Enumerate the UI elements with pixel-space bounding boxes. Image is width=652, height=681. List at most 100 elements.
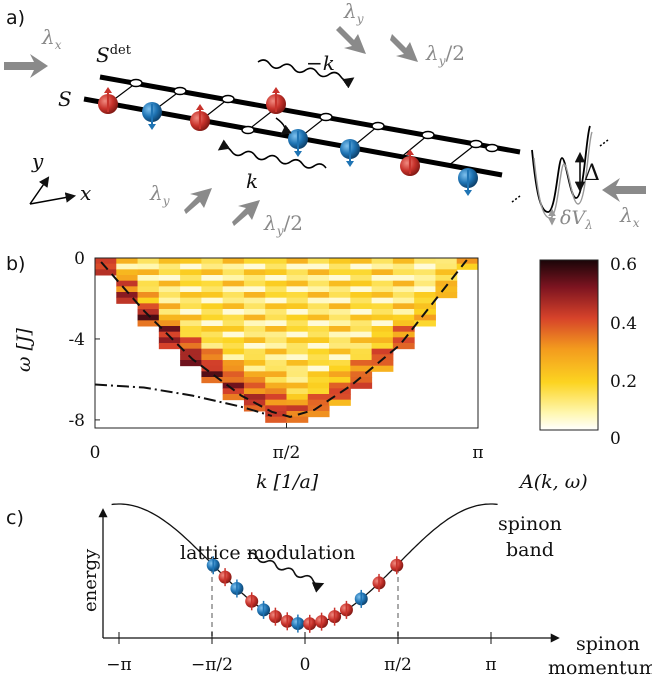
heatmap-cell [222, 314, 245, 321]
heatmap-cell [201, 320, 224, 327]
heatmap-cell [265, 394, 287, 401]
heatmap-cell [158, 331, 181, 338]
heatmap-cell [329, 394, 351, 401]
heatmap-cell [371, 343, 394, 350]
heatmap-cell [350, 286, 373, 293]
hop-arrow [275, 117, 292, 136]
heatmap-cell [158, 263, 181, 270]
y-tick-label: -4 [68, 330, 85, 350]
x-tick-label: π [472, 443, 483, 463]
heatmap-cell [286, 320, 309, 327]
heatmap-cell [265, 371, 287, 378]
heatmap-cell [180, 343, 202, 350]
heatmap-cell [414, 286, 436, 293]
heatmap-cell [435, 263, 458, 270]
heatmap-cell [371, 326, 394, 333]
heatmap-cell [243, 275, 266, 282]
heatmap-cell [350, 343, 373, 350]
heatmap-cell [95, 258, 117, 265]
heatmap-cell [307, 320, 330, 327]
panel-a: a) [4, 0, 646, 238]
heatmap-cell [456, 258, 479, 265]
heatmap-cell [201, 337, 224, 344]
heatmap-cell [243, 394, 266, 401]
heatmap-cell [307, 411, 330, 418]
x-tick-label: 0 [90, 443, 101, 463]
heatmap-cell [350, 365, 373, 372]
heatmap-cell [392, 275, 415, 282]
heatmap-cell [350, 377, 373, 384]
beam-arrow-x-right [602, 178, 646, 202]
heatmap-cell [371, 360, 394, 367]
spinon-band-label-2: band [506, 539, 554, 561]
heatmap-cell [350, 280, 373, 287]
heatmap-cell [329, 286, 351, 293]
heatmap-cell [180, 263, 202, 270]
heatmap-cell [371, 275, 394, 282]
heatmap-cell [180, 360, 202, 367]
heatmap-cell [265, 360, 287, 367]
momentum-ticks: −π −π/2 0 π/2 π [106, 632, 497, 675]
heatmap-cell [222, 371, 245, 378]
heatmap-cell [201, 263, 224, 270]
heatmap-cell [392, 258, 415, 265]
colorbar [539, 259, 599, 431]
heatmap-cell [435, 275, 458, 282]
heatmap-cell [414, 292, 436, 299]
heatmap-cell [307, 326, 330, 333]
heatmap-cell [307, 275, 330, 282]
axis-y-label: y [31, 149, 44, 173]
heatmap-cell [265, 377, 287, 384]
heatmap-x-label: k [1/a] [256, 471, 319, 493]
heatmap-cell [371, 286, 394, 293]
heatmap-cell [286, 292, 309, 299]
heatmap-cell [371, 263, 394, 270]
heatmap-cell [329, 343, 351, 350]
heatmap-cell [243, 365, 266, 372]
heatmap-cell [222, 360, 245, 367]
coordinate-axes: y x [29, 149, 91, 205]
heatmap-cell [371, 314, 394, 321]
heatmap-cell [137, 309, 160, 316]
heatmap-cell [392, 292, 415, 299]
heatmap-cell [180, 326, 202, 333]
heatmap-cell [329, 354, 351, 361]
heatmap-cell [329, 314, 351, 321]
spin-up [190, 104, 210, 131]
heatmap-cell [392, 280, 415, 287]
heatmap-cell [137, 314, 160, 321]
spinon-dot-up [268, 607, 282, 626]
heatmap-cell [350, 258, 373, 265]
heatmap-cell [286, 303, 309, 310]
heatmap-cell [180, 314, 202, 321]
spinon-dot-down [206, 556, 220, 575]
heatmap-cell [265, 382, 287, 389]
heatmap-cell [350, 326, 373, 333]
heatmap-cell [243, 337, 266, 344]
potential-landscape: Δ δVλ [511, 125, 609, 232]
heatmap-cell [116, 275, 139, 282]
heatmap-cell [222, 348, 245, 355]
heatmap-cell [265, 286, 287, 293]
colorbar-tick: 0 [610, 429, 621, 449]
heatmap-cell [414, 314, 436, 321]
heatmap-cell [265, 297, 287, 304]
heatmap-cell [371, 354, 394, 361]
heatmap-cell [286, 314, 309, 321]
heatmap-cell [265, 280, 287, 287]
heatmap-cell [265, 326, 287, 333]
heatmap-cell [392, 303, 415, 310]
wavy-arrow-minus-k [257, 59, 355, 89]
heatmap-cell [222, 280, 245, 287]
heatmap-cell [180, 348, 202, 355]
heatmap-cell [265, 343, 287, 350]
heatmap-cell [286, 371, 309, 378]
heatmap-cell [243, 382, 266, 389]
heatmap-cell [307, 309, 330, 316]
heatmap-cell [286, 354, 309, 361]
heatmap-cell [265, 269, 287, 276]
heatmap-cell [265, 314, 287, 321]
heatmap-cell [307, 399, 330, 406]
heatmap-cell [371, 320, 394, 327]
heatmap-cell [435, 280, 458, 287]
